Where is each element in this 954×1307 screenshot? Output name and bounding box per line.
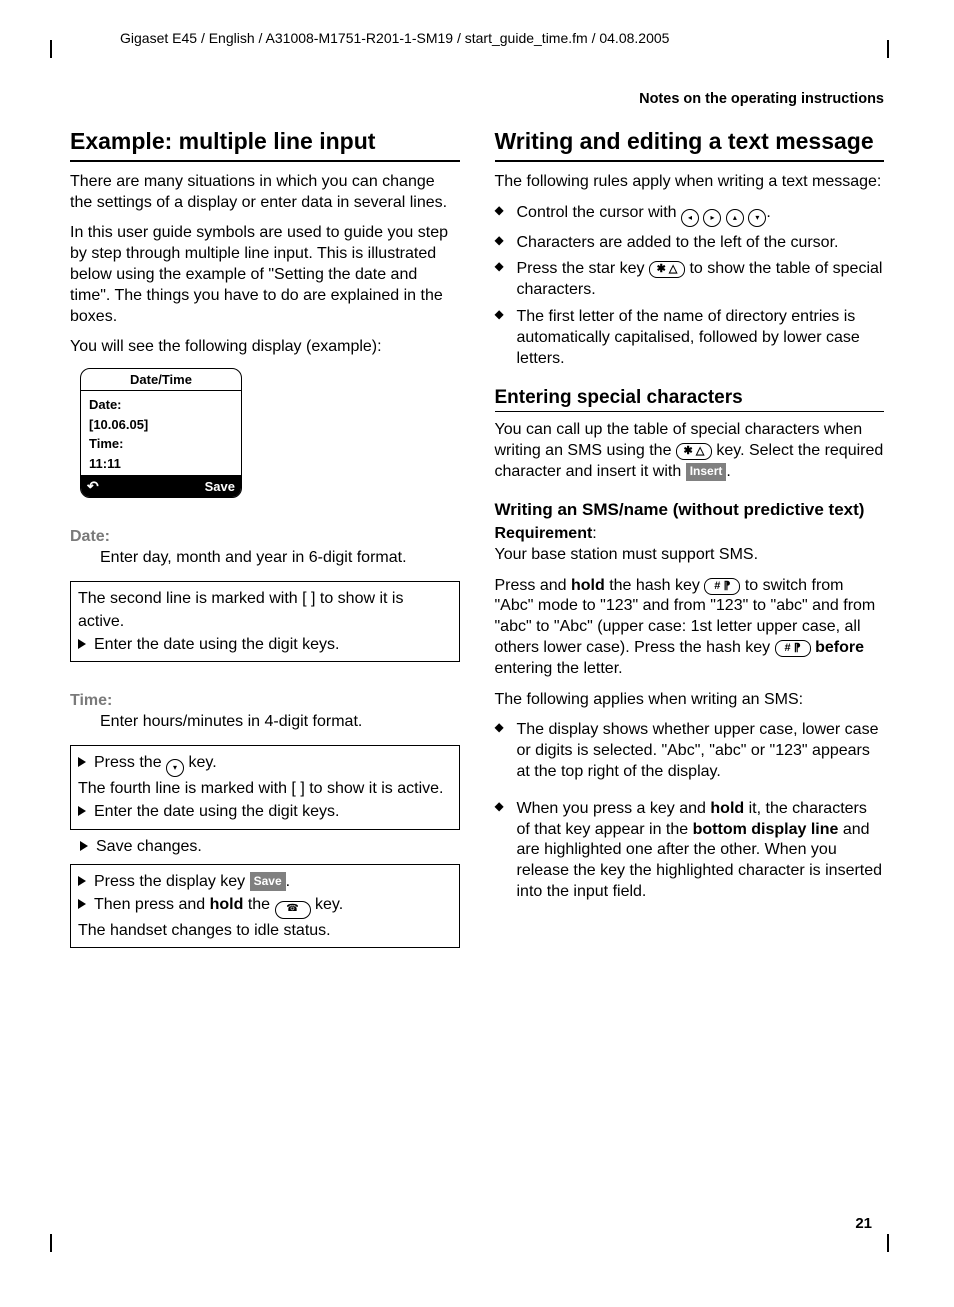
display-footer: ↶ Save: [81, 475, 241, 497]
crop-marks-bottom: [50, 1234, 889, 1252]
crop-marks-top: [50, 40, 889, 58]
crop-mark: [887, 40, 889, 58]
step-box: The second line is marked with [ ] to sh…: [70, 581, 460, 663]
field-desc: Enter day, month and year in 6-digit for…: [100, 548, 460, 569]
crop-mark: [887, 1234, 889, 1252]
nav-up-icon: ▴: [726, 209, 744, 227]
display-line: [10.06.05]: [89, 415, 233, 435]
crop-mark: [50, 1234, 52, 1252]
back-icon: ↶: [87, 478, 99, 495]
rule: [495, 160, 885, 162]
paragraph: You will see the following display (exam…: [70, 337, 460, 358]
triangle-icon: [80, 841, 88, 851]
paragraph: Requirement:Your base station must suppo…: [495, 524, 885, 566]
paragraph: You can call up the table of special cha…: [495, 420, 885, 482]
field-desc: Enter hours/minutes in 4-digit format.: [100, 712, 460, 733]
display-line: Time:: [89, 434, 233, 454]
paragraph: There are many situations in which you c…: [70, 172, 460, 214]
step-box: Press the display key Save. Then press a…: [70, 864, 460, 948]
crop-mark: [50, 40, 52, 58]
triangle-icon: [78, 876, 86, 886]
triangle-icon: [78, 757, 86, 767]
rule: [495, 411, 885, 412]
nav-down-icon: ▾: [748, 209, 766, 227]
step-text: Enter the date using the digit keys.: [78, 633, 452, 656]
sms-list: The display shows whether upper case, lo…: [495, 720, 885, 902]
hash-key-icon: # ⁋: [704, 578, 740, 595]
paragraph: The following applies when writing an SM…: [495, 690, 885, 711]
triangle-icon: [78, 639, 86, 649]
step-text: Press the ▾ key.: [78, 751, 452, 777]
paragraph: Press and hold the hash key # ⁋ to switc…: [495, 576, 885, 680]
hash-key-icon: # ⁋: [775, 640, 811, 657]
step-text: The handset changes to idle status.: [78, 919, 452, 942]
rules-list: Control the cursor with ◂ ▸ ▴ ▾. Charact…: [495, 203, 885, 370]
star-key-icon: ✱ △: [676, 443, 712, 460]
star-key-icon: ✱ △: [649, 261, 685, 278]
phone-display: Date/Time Date: [10.06.05] Time: 11:11 ↶…: [80, 368, 242, 498]
nav-right-icon: ▸: [703, 209, 721, 227]
display-body: Date: [10.06.05] Time: 11:11: [81, 391, 241, 475]
rule: [70, 160, 460, 162]
paragraph: The following rules apply when writing a…: [495, 172, 885, 193]
subheading-special: Entering special characters: [495, 387, 885, 409]
list-item: The display shows whether upper case, lo…: [495, 720, 885, 782]
step-text: Then press and hold the ☎ key.: [78, 893, 452, 919]
heading-writing: Writing and editing a text message: [495, 127, 885, 156]
field-label-time: Time:: [70, 692, 460, 710]
step-text: Press the display key Save.: [78, 870, 452, 893]
hangup-key-icon: ☎: [275, 901, 311, 919]
step-box: Press the ▾ key. The fourth line is mark…: [70, 745, 460, 829]
columns: Example: multiple line input There are m…: [70, 127, 884, 952]
nav-left-icon: ◂: [681, 209, 699, 227]
triangle-icon: [78, 899, 86, 909]
page: Gigaset E45 / English / A31008-M1751-R20…: [0, 0, 954, 1307]
field-label-date: Date:: [70, 528, 460, 546]
paragraph: In this user guide symbols are used to g…: [70, 223, 460, 327]
step-text: The fourth line is marked with [ ] to sh…: [78, 777, 452, 800]
section-note: Notes on the operating instructions: [70, 91, 884, 107]
list-item: The first letter of the name of director…: [495, 307, 885, 369]
triangle-icon: [78, 806, 86, 816]
right-column: Writing and editing a text message The f…: [495, 127, 885, 952]
left-column: Example: multiple line input There are m…: [70, 127, 460, 952]
insert-badge: Insert: [686, 463, 727, 481]
subheading-sms: Writing an SMS/name (without predictive …: [495, 499, 885, 520]
list-item: When you press a key and hold it, the ch…: [495, 799, 885, 903]
save-badge: Save: [250, 872, 286, 891]
display-title: Date/Time: [81, 369, 241, 391]
display-line: Date:: [89, 395, 233, 415]
list-item: Characters are added to the left of the …: [495, 233, 885, 254]
step-text: Save changes.: [80, 838, 460, 856]
save-softkey: Save: [205, 479, 235, 494]
step-text: The second line is marked with [ ] to sh…: [78, 587, 452, 633]
page-number: 21: [855, 1215, 872, 1232]
list-item: Press the star key ✱ △ to show the table…: [495, 259, 885, 301]
step-text: Enter the date using the digit keys.: [78, 800, 452, 823]
display-line: 11:11: [89, 454, 233, 474]
nav-down-icon: ▾: [166, 759, 184, 777]
heading-example: Example: multiple line input: [70, 127, 460, 156]
list-item: Control the cursor with ◂ ▸ ▴ ▾.: [495, 203, 885, 227]
